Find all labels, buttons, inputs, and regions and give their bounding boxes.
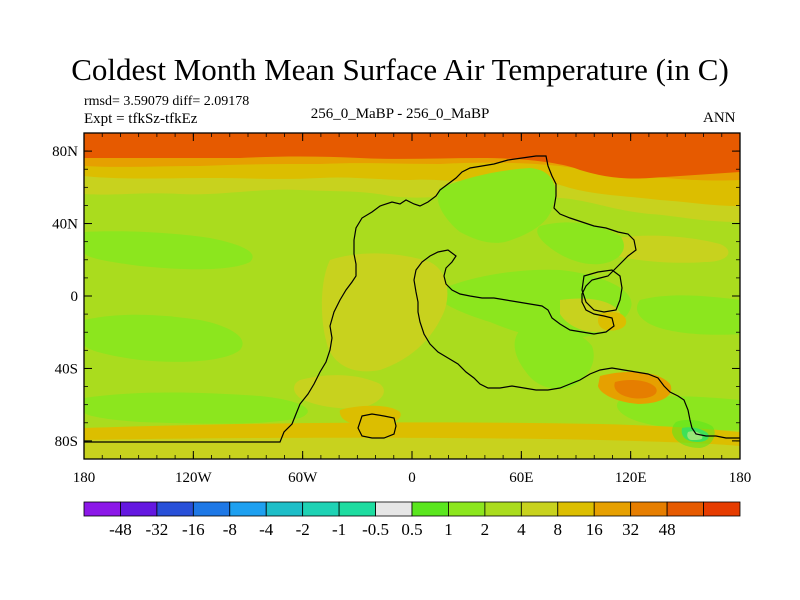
patch-pangea-east [537, 222, 624, 265]
patch-pangea-south [514, 326, 594, 390]
colorbar-swatch [703, 501, 741, 517]
colorbar-swatch [156, 501, 194, 517]
patch-warm-south [339, 405, 401, 426]
colorbar-swatch [448, 501, 486, 517]
colorbar-swatch [120, 501, 158, 517]
colorbar-label: 32 [622, 520, 639, 539]
colorbar-label: 48 [659, 520, 676, 539]
season-label: ANN [703, 110, 736, 126]
colorbar-swatch [411, 501, 449, 517]
colorbar-label: 16 [586, 520, 603, 539]
patch-ocean-south [84, 392, 308, 424]
colorbar-label: 2 [481, 520, 490, 539]
colorbar-label: -4 [259, 520, 274, 539]
axis-ticks: 180 120W 60W 0 60E 120E 180 80N 40N 0 40S 80S [52, 133, 751, 486]
band-arctic-7 [84, 133, 740, 179]
coastline-east-lake [581, 269, 623, 313]
colorbar-label: 1 [444, 520, 453, 539]
stats-line: rmsd= 3.59079 diff= 2.09178 [84, 94, 250, 109]
patch-warm-southern-band-inner [84, 437, 740, 459]
colorbar-label: 8 [554, 520, 563, 539]
colorbar-swatch [83, 501, 121, 517]
colorbar-swatch [229, 501, 267, 517]
patch-land-southwest [294, 375, 384, 409]
patch-pangea-north [437, 168, 556, 243]
colorbar-label: -2 [296, 520, 310, 539]
lon-tick-label: 0 [408, 470, 416, 486]
colorbar-label: 0.5 [401, 520, 422, 539]
patch-ocean-west [84, 231, 253, 270]
colorbar-swatch [338, 501, 376, 517]
colorbar-label: -32 [146, 520, 169, 539]
lon-tick-label: 180 [729, 470, 752, 486]
lon-tick-label: 120E [615, 470, 647, 486]
colorbar-swatch [375, 501, 413, 517]
colorbar-label: -48 [109, 520, 132, 539]
lon-tick-label: 60W [288, 470, 318, 486]
patch-north-pacific [605, 235, 729, 263]
colorbar-label: -16 [182, 520, 205, 539]
lat-tick-label: 80N [52, 144, 78, 160]
patch-land-west [321, 253, 448, 372]
experiment-line: Expt = tfkSz-tfkEz [84, 111, 198, 127]
coastline-south-island [357, 413, 397, 439]
lon-tick-label: 120W [175, 470, 213, 486]
colorbar: -48 -32 -16 -8 -4 -2 -1 -0.5 0.5 1 2 4 8 16 32 48 [83, 501, 741, 539]
lat-tick-label: 80S [55, 434, 78, 450]
patch-ocean-southeast [616, 396, 740, 431]
lon-tick-label: 60E [509, 470, 533, 486]
patch-cold-spot-ring [672, 419, 715, 448]
colorbar-swatch [302, 501, 340, 517]
colorbar-label: -8 [223, 520, 237, 539]
colorbar-label: -0.5 [362, 520, 389, 539]
colorbar-swatch [192, 501, 231, 517]
lon-tick-label: 180 [73, 470, 96, 486]
lat-tick-label: 40S [55, 361, 78, 377]
patch-warm-southeast-core [614, 380, 657, 399]
colorbar-swatch [484, 501, 522, 517]
colorbar-label: 4 [517, 520, 526, 539]
colorbar-swatch [593, 501, 632, 517]
lat-tick-label: 0 [71, 289, 79, 305]
colorbar-swatch [630, 501, 668, 517]
temperature-field [84, 133, 740, 459]
patch-ocean-southwest [84, 314, 243, 362]
map-title: Coldest Month Mean Surface Air Temperatu… [71, 52, 729, 87]
colorbar-swatch [265, 501, 304, 517]
patch-ocean-east [636, 295, 740, 335]
colorbar-swatch [666, 501, 704, 517]
colorbar-label: -1 [332, 520, 346, 539]
coastline [84, 155, 740, 443]
center-label: 256_0_MaBP - 256_0_MaBP [310, 106, 490, 122]
colorbar-swatch [520, 501, 559, 517]
lat-tick-label: 40N [52, 217, 78, 233]
colorbar-swatch [557, 501, 595, 517]
